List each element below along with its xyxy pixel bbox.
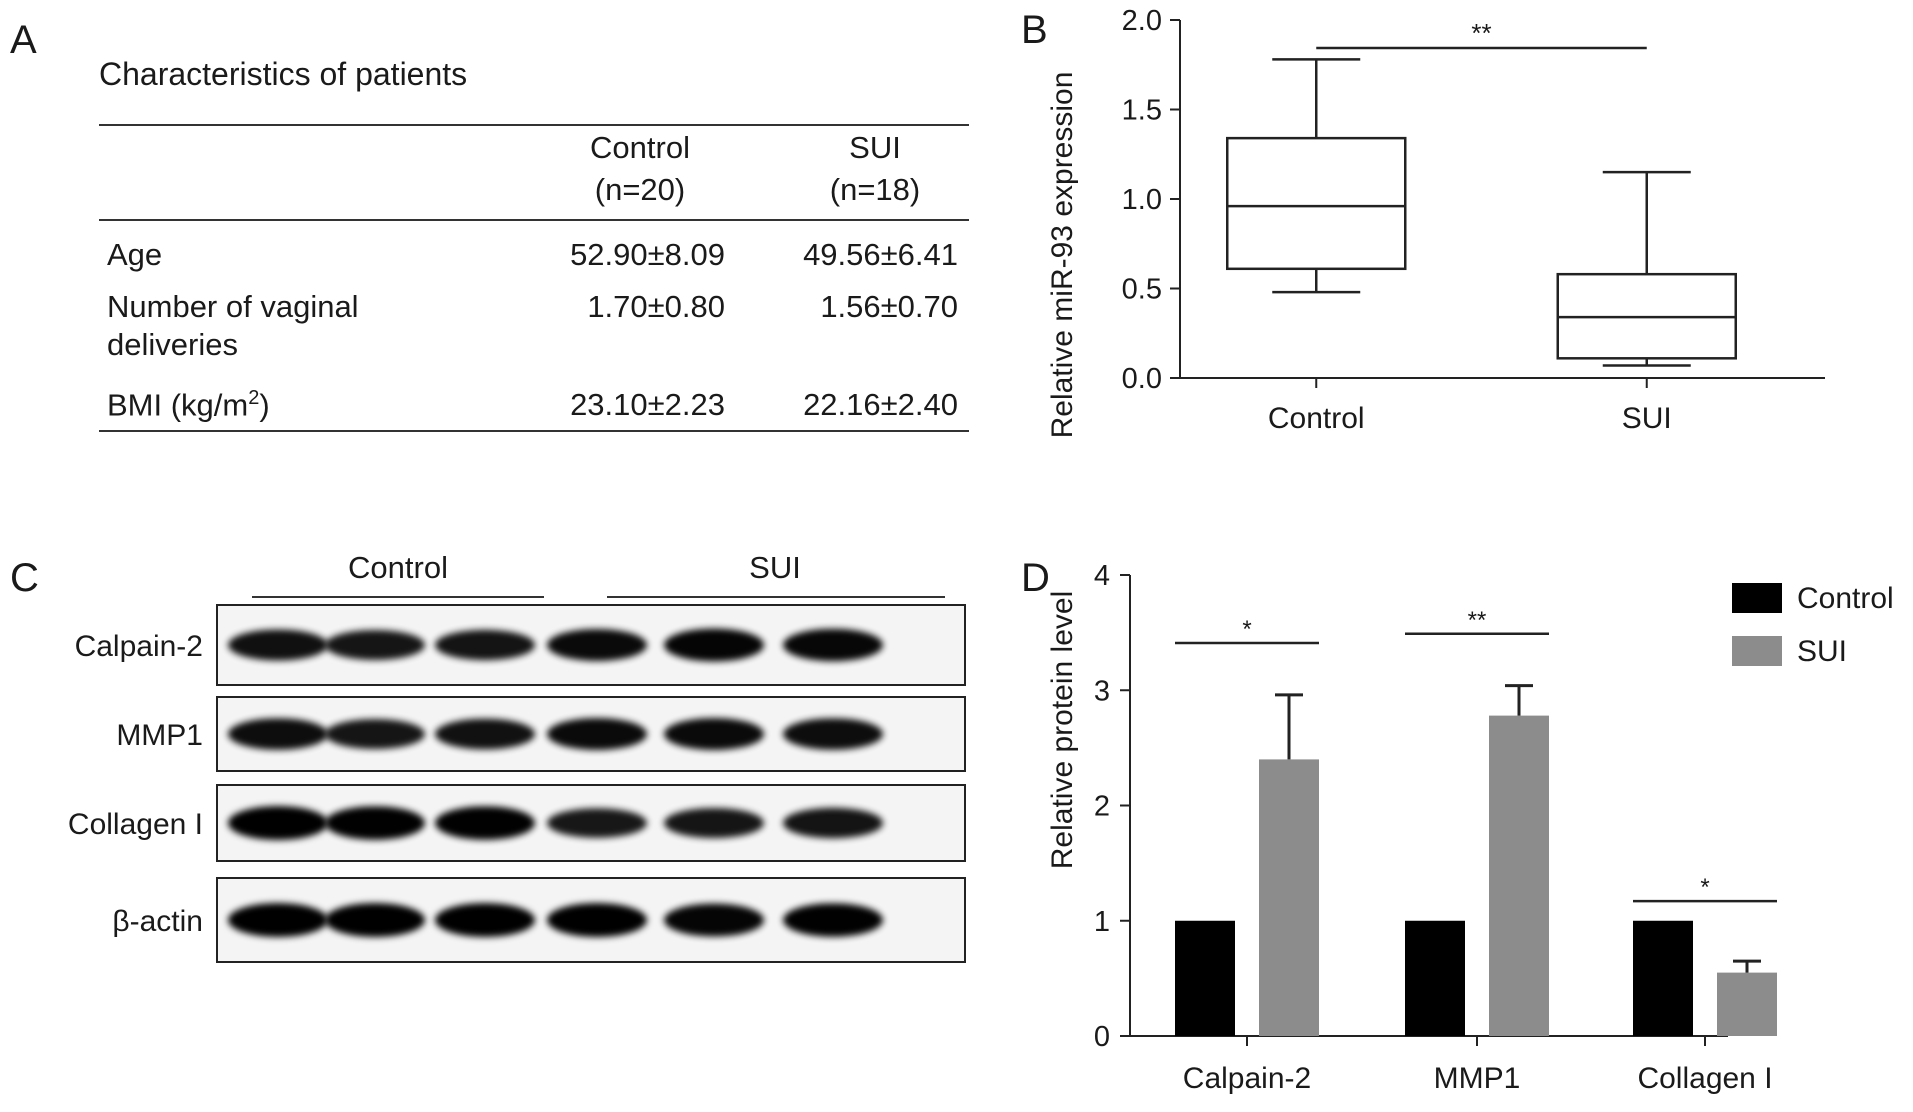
blot-group-control: Control: [348, 550, 448, 585]
d-bar-control: [1405, 920, 1465, 1036]
d-y-tick-label: 1: [1094, 906, 1110, 938]
row-bmi-control: 23.10±2.23: [570, 387, 725, 422]
d-bar-control: [1633, 920, 1693, 1036]
blot-row-label: MMP1: [116, 719, 203, 752]
d-bar-sui: [1259, 759, 1319, 1036]
d-bar-control: [1175, 920, 1235, 1036]
d-bar-sui: [1717, 972, 1777, 1036]
table-top-rule: [99, 124, 969, 126]
panel-label-a: A: [10, 18, 37, 62]
d-ylabel: Relative protein level: [1046, 591, 1079, 869]
bmi-label-text: BMI (kg/m: [107, 387, 249, 423]
legend-swatch-control: [1732, 583, 1782, 613]
row-age-sui: 49.56±6.41: [803, 237, 958, 272]
d-significance-label: **: [1468, 607, 1487, 634]
mir93-box-plot: 0.0 0.5 1.0 1.5 2.0 Control SUI ** Relative mi…: [1046, 5, 1825, 439]
western-blot: Control SUI Calpain-2 MMP1 Collagen I β-act…: [68, 550, 966, 963]
bmi-label-close: ): [259, 387, 270, 423]
blot-band: [783, 718, 883, 750]
b-y-tick-label: 1.0: [1122, 184, 1162, 216]
bmi-label-superscript: 2: [248, 387, 260, 409]
blot-band: [325, 719, 425, 749]
blot-band: [435, 629, 535, 661]
blot-band: [547, 808, 647, 838]
blot-band: [325, 903, 425, 937]
blot-row-mmp1: MMP1: [116, 696, 966, 772]
legend-label-sui: SUI: [1797, 635, 1847, 668]
blot-row-label: β-actin: [112, 905, 203, 938]
box-iqr: [1226, 136, 1407, 271]
row-age-control: 52.90±8.09: [570, 237, 725, 272]
blot-band: [435, 903, 535, 937]
blot-group-sui: SUI: [749, 550, 801, 585]
d-x-tick-label: Collagen I: [1637, 1062, 1772, 1095]
row-label-bmi: BMI (kg/m2): [107, 387, 270, 423]
blot-band: [664, 628, 764, 662]
table-title: Characteristics of patients: [99, 56, 468, 92]
blot-band: [228, 718, 328, 750]
b-x-tick-label: Control: [1268, 402, 1365, 435]
d-y-tick-label: 0: [1094, 1021, 1110, 1053]
legend-label-control: Control: [1797, 582, 1894, 615]
blot-band: [547, 903, 647, 937]
row-deliveries-sui: 1.56±0.70: [820, 289, 958, 324]
b-ylabel: Relative miR-93 expression: [1046, 72, 1079, 439]
d-x-tick-label: MMP1: [1434, 1062, 1521, 1095]
blot-row-collagen-i: Collagen I: [68, 784, 966, 862]
blot-band: [228, 806, 328, 840]
row-label-deliveries: Number of vaginal: [107, 289, 359, 324]
blot-band: [228, 629, 328, 661]
blot-band: [325, 630, 425, 660]
d-y-tick-label: 3: [1094, 675, 1110, 707]
d-bar-sui: [1489, 715, 1549, 1036]
panel-label-b: B: [1021, 8, 1048, 52]
row-label-age: Age: [107, 237, 163, 272]
d-significance-label: *: [1700, 874, 1709, 901]
blot-band: [547, 629, 647, 661]
blot-band: [435, 806, 535, 840]
panel-label-d: D: [1021, 556, 1050, 600]
d-y-tick-label: 2: [1094, 791, 1110, 823]
table-bottom-rule: [99, 430, 969, 432]
blot-band: [783, 628, 883, 662]
blot-row--actin: β-actin: [112, 877, 966, 963]
blot-band: [547, 718, 647, 750]
blot-band: [664, 718, 764, 750]
row-bmi-sui: 22.16±2.40: [803, 387, 958, 422]
panel-label-c: C: [10, 556, 39, 600]
row-label-deliveries-line2: deliveries: [107, 327, 238, 362]
header-control-n: (n=20): [594, 172, 686, 207]
blot-row-calpain-2: Calpain-2: [75, 604, 966, 686]
box-control: [1226, 58, 1407, 294]
blot-row-label: Calpain-2: [75, 630, 203, 663]
header-control: Control: [590, 130, 690, 165]
blot-row-label: Collagen I: [68, 808, 203, 841]
blot-band: [783, 903, 883, 937]
d-x-tick-label: Calpain-2: [1183, 1062, 1311, 1095]
patient-characteristics-table: Characteristics of patients Control (n=2…: [0, 0, 980, 460]
b-y-tick-label: 0.0: [1122, 363, 1162, 395]
d-y-tick-label: 4: [1094, 560, 1110, 592]
blot-band: [435, 718, 535, 750]
b-significance-label: **: [1471, 18, 1491, 48]
b-x-tick-label: SUI: [1622, 402, 1672, 435]
header-sui: SUI: [849, 130, 901, 165]
header-sui-n: (n=18): [829, 172, 921, 207]
blot-band: [783, 807, 883, 839]
blot-band: [228, 903, 328, 937]
b-y-tick-label: 1.5: [1122, 95, 1162, 127]
row-deliveries-control: 1.70±0.80: [587, 289, 725, 324]
blot-band: [664, 808, 764, 838]
blot-band: [325, 806, 425, 840]
d-significance-label: *: [1242, 616, 1251, 643]
box-sui: [1556, 170, 1737, 367]
b-y-tick-label: 0.5: [1122, 274, 1162, 306]
b-y-tick-label: 2.0: [1122, 5, 1162, 37]
table-header-rule: [99, 219, 969, 221]
legend-swatch-sui: [1732, 636, 1782, 666]
blot-band: [664, 903, 764, 937]
